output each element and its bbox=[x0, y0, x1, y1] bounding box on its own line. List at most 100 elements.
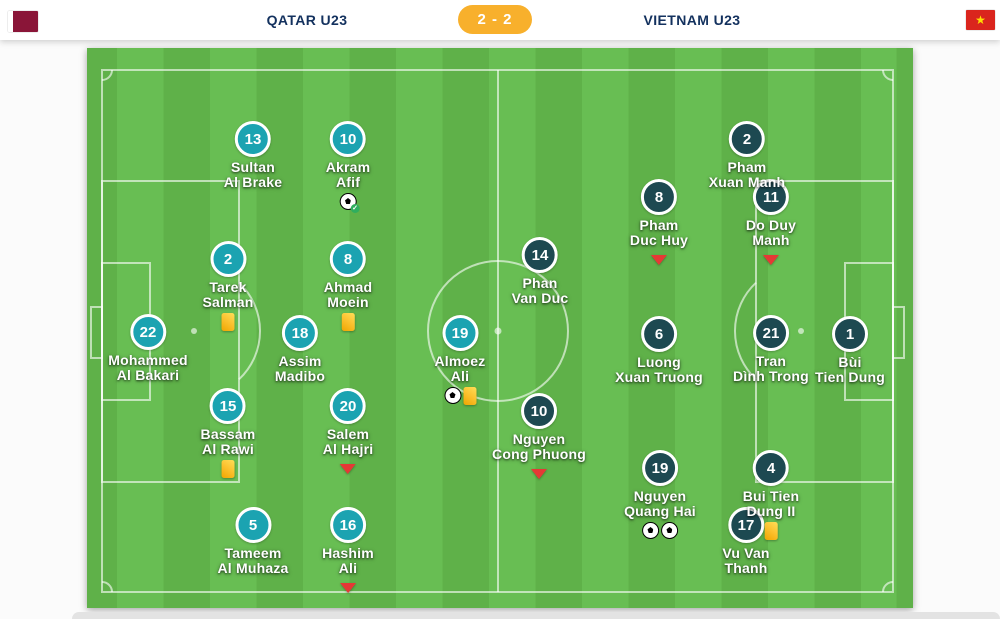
player-name: Tameem Al Muhaza bbox=[217, 545, 289, 576]
player-event-icons bbox=[444, 386, 476, 405]
substitution-out-icon bbox=[762, 254, 779, 265]
player-name: Bassam Al Rawi bbox=[200, 426, 256, 457]
player-marker[interactable]: 17 Vu Van Thanh bbox=[722, 507, 769, 576]
yellow-card-icon bbox=[221, 459, 235, 478]
player-name: Pham Xuan Manh bbox=[708, 159, 786, 190]
player-marker[interactable]: 1 Bùi Tien Dung bbox=[815, 316, 885, 385]
player-marker[interactable]: 4 Bui Tien Dung II bbox=[743, 450, 800, 540]
player-name: Almoez Ali bbox=[434, 353, 486, 384]
player-name: Vu Van Thanh bbox=[722, 545, 770, 576]
substitution-out-icon bbox=[651, 254, 667, 265]
player-name: Luong Xuan Truong bbox=[615, 354, 703, 385]
player-name: Tarek Salman bbox=[202, 279, 254, 310]
player-marker[interactable]: 2 Tarek Salman bbox=[203, 241, 254, 331]
player-marker[interactable]: 8 Ahmad Moein bbox=[324, 241, 372, 331]
player-event-icons bbox=[340, 459, 356, 478]
goal-confirmed-check-icon: ✓ bbox=[350, 204, 360, 213]
player-marker[interactable]: 18 Assim Madibo bbox=[275, 315, 325, 384]
player-marker[interactable]: 22 Mohammed Al Bakari bbox=[108, 314, 187, 383]
player-name: Nguyen Cong Phuong bbox=[492, 431, 586, 462]
player-event-icons bbox=[764, 521, 778, 540]
goal-icon bbox=[642, 522, 659, 539]
player-number: 21 bbox=[752, 315, 789, 351]
player-number: 19 bbox=[642, 450, 678, 486]
player-event-icons bbox=[530, 464, 547, 483]
player-marker[interactable]: 11 Do Duy Manh bbox=[746, 179, 796, 269]
player-name: Sultan Al Brake bbox=[223, 159, 283, 190]
lineup-pitch: 13 Sultan Al Brake 10 Akram Afif ✓ 2 Tarek Salman… bbox=[87, 48, 913, 608]
player-name: Tran Dình Trong bbox=[733, 353, 809, 384]
player-number: 14 bbox=[522, 237, 558, 273]
player-number: 17 bbox=[728, 507, 764, 543]
player-number: 15 bbox=[210, 388, 246, 424]
player-name: Bui Tien Dung II bbox=[742, 488, 800, 519]
substitution-out-icon bbox=[340, 582, 356, 593]
player-marker[interactable]: 20 Salem Al Hajri bbox=[323, 388, 374, 478]
goal-icon bbox=[661, 522, 678, 539]
player-number: 10 bbox=[330, 121, 366, 157]
substitution-out-icon bbox=[530, 468, 547, 479]
star-icon: ★ bbox=[975, 13, 986, 27]
player-marker[interactable]: 13 Sultan Al Brake bbox=[224, 121, 282, 190]
player-number: 2 bbox=[728, 121, 765, 157]
vietnam-flag-icon: ★ bbox=[966, 10, 995, 30]
player-number: 1 bbox=[831, 316, 868, 352]
player-number: 13 bbox=[234, 121, 271, 157]
player-event-icons bbox=[651, 250, 667, 269]
player-name: Bùi Tien Dung bbox=[815, 354, 885, 385]
player-name: Salem Al Hajri bbox=[322, 426, 374, 457]
player-marker[interactable]: 21 Tran Dình Trong bbox=[733, 315, 809, 384]
player-name: Mohammed Al Bakari bbox=[108, 352, 188, 383]
player-marker[interactable]: 14 Phan Van Duc bbox=[512, 237, 569, 306]
player-number: 11 bbox=[752, 179, 789, 215]
goal-icon bbox=[444, 387, 461, 404]
player-number: 8 bbox=[329, 241, 366, 277]
match-header: QATAR U23 2 - 2 VIETNAM U23 ★ bbox=[0, 0, 1000, 40]
player-number: 5 bbox=[235, 507, 271, 543]
player-event-icons bbox=[221, 312, 235, 331]
yellow-card-icon bbox=[221, 312, 235, 331]
player-marker[interactable]: 19 Almoez Ali bbox=[435, 315, 486, 405]
goal-icon: ✓ bbox=[339, 193, 360, 213]
player-number: 4 bbox=[752, 450, 789, 486]
player-name: Assim Madibo bbox=[274, 353, 326, 384]
player-marker[interactable]: 8 Pham Duc Huy bbox=[630, 179, 688, 269]
player-number: 20 bbox=[330, 388, 366, 424]
player-marker[interactable]: 15 Bassam Al Rawi bbox=[201, 388, 256, 478]
player-number: 2 bbox=[210, 241, 246, 277]
players-layer: 13 Sultan Al Brake 10 Akram Afif ✓ 2 Tarek Salman… bbox=[87, 48, 913, 608]
player-marker[interactable]: 10 Nguyen Cong Phuong bbox=[492, 393, 586, 483]
player-name: Do Duy Manh bbox=[745, 217, 797, 248]
player-event-icons bbox=[341, 312, 355, 331]
away-team-name[interactable]: VIETNAM U23 bbox=[643, 12, 741, 28]
player-number: 19 bbox=[442, 315, 478, 351]
player-number: 6 bbox=[640, 316, 677, 352]
player-marker[interactable]: 10 Akram Afif ✓ bbox=[325, 121, 371, 213]
player-number: 8 bbox=[641, 179, 677, 215]
player-number: 22 bbox=[129, 314, 166, 350]
yellow-card-icon bbox=[764, 521, 778, 540]
player-name: Akram Afif bbox=[325, 159, 371, 190]
player-event-icons: ✓ bbox=[339, 192, 360, 213]
substitution-out-icon bbox=[340, 463, 356, 474]
player-marker[interactable]: 6 Luong Xuan Truong bbox=[615, 316, 703, 385]
player-number: 18 bbox=[281, 315, 318, 351]
player-event-icons bbox=[762, 250, 779, 269]
player-marker[interactable]: 19 Nguyen Quang Hai bbox=[624, 450, 696, 540]
player-marker[interactable]: 2 Pham Xuan Manh bbox=[709, 121, 785, 190]
player-number: 10 bbox=[520, 393, 557, 429]
player-event-icons bbox=[340, 578, 356, 597]
home-team-name[interactable]: QATAR U23 bbox=[266, 12, 348, 28]
yellow-card-icon bbox=[341, 312, 355, 331]
player-marker[interactable]: 16 Hashim Ali bbox=[322, 507, 374, 597]
next-section-edge bbox=[72, 612, 1000, 619]
player-name: Phan Van Duc bbox=[511, 275, 569, 306]
player-marker[interactable]: 5 Tameem Al Muhaza bbox=[217, 507, 288, 576]
yellow-card-icon bbox=[463, 386, 476, 405]
player-event-icons bbox=[221, 459, 235, 478]
player-name: Nguyen Quang Hai bbox=[624, 488, 696, 519]
player-number: 16 bbox=[330, 507, 366, 543]
player-name: Pham Duc Huy bbox=[629, 217, 689, 248]
qatar-flag-icon bbox=[8, 11, 38, 32]
player-event-icons bbox=[642, 521, 678, 540]
